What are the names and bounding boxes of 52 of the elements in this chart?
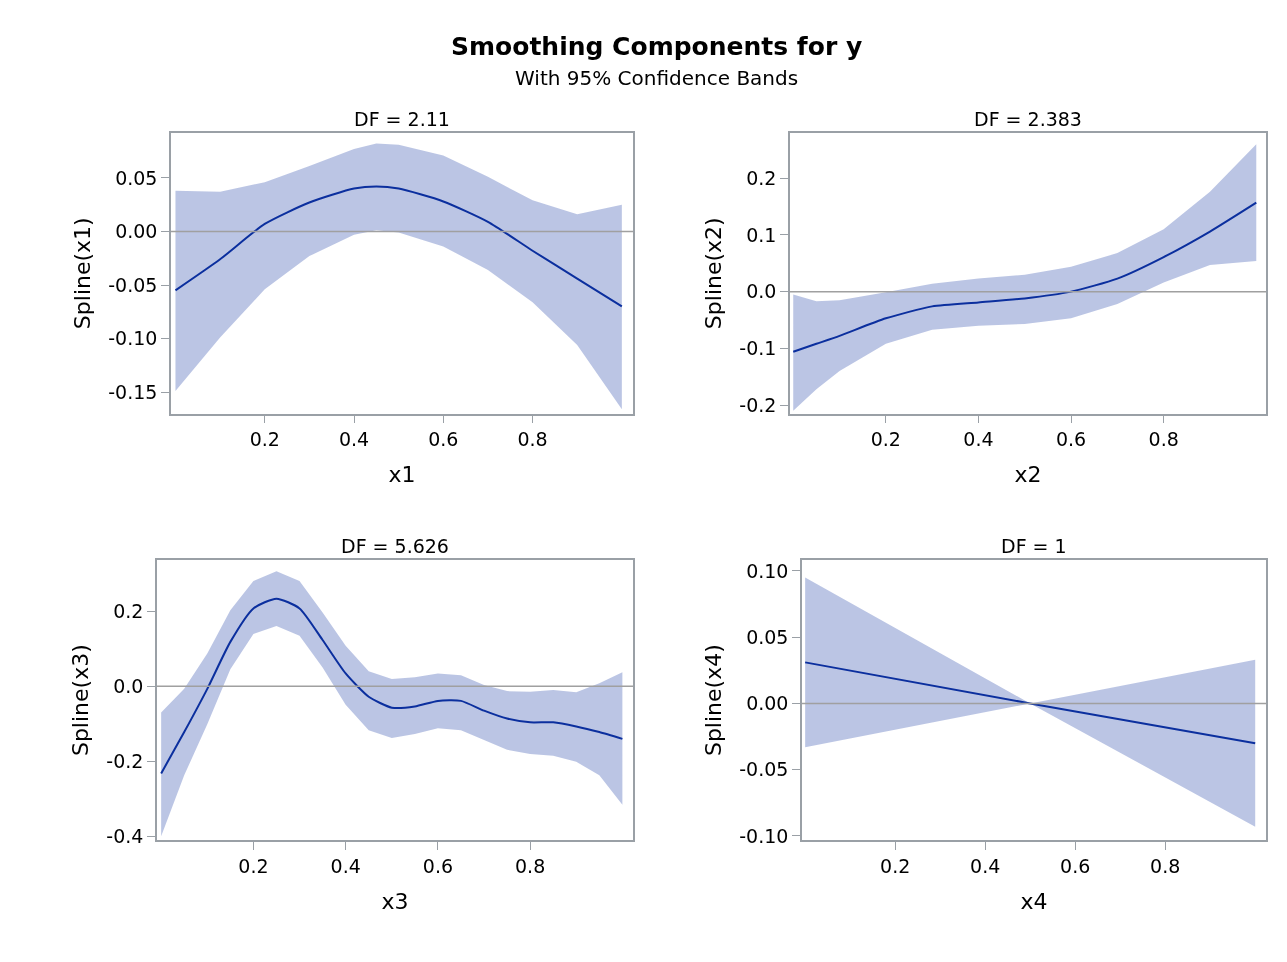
x-tick-label: 0.8 [1150, 854, 1181, 877]
y-tick-label: -0.2 [106, 750, 144, 773]
chart-title: DF = 1 [1001, 535, 1067, 557]
y-axis-title: Spline(x2) [700, 217, 726, 330]
y-axis-title: Spline(x4) [700, 644, 726, 757]
y-tick-label: 0.2 [113, 599, 144, 622]
y-tick-label: -0.05 [739, 758, 789, 781]
y-tick-label: -0.1 [739, 336, 777, 359]
y-tick-label: 0.0 [746, 280, 777, 303]
y-tick-label: -0.10 [739, 824, 789, 847]
x-tick-label: 0.6 [428, 428, 459, 451]
y-tick-label: 0.05 [115, 166, 158, 189]
y-tick-label: -0.2 [739, 393, 777, 416]
y-tick-label: 0.00 [746, 692, 789, 715]
text: Smoothing Components for y [451, 32, 863, 61]
y-tick-label: -0.15 [108, 380, 158, 403]
x-axis-title: x3 [381, 888, 409, 914]
y-tick-label: -0.10 [108, 327, 158, 350]
y-tick-label: 0.00 [115, 220, 158, 243]
x-tick-label: 0.2 [870, 428, 901, 451]
chart-title: DF = 5.626 [341, 535, 449, 557]
x-tick-label: 0.8 [515, 854, 546, 877]
x-tick-label: 0.8 [517, 428, 548, 451]
y-tick-label: 0.05 [746, 625, 789, 648]
x-tick-label: 0.2 [238, 854, 269, 877]
text: With 95% Confidence Bands [515, 66, 799, 90]
y-tick-label: 0.10 [746, 559, 789, 582]
x-tick-label: 0.6 [1060, 854, 1091, 877]
line-series [792, 201, 1258, 353]
x-axis-title: x4 [1020, 888, 1048, 914]
y-tick-label: 0.0 [113, 674, 144, 697]
y-tick-label: 0.2 [746, 166, 777, 189]
line-series [174, 185, 623, 308]
x-tick-label: 0.6 [1055, 428, 1087, 451]
x-tick-label: 0.4 [970, 854, 1001, 877]
y-tick-label: 0.1 [746, 223, 777, 246]
y-tick-label: -0.05 [108, 273, 158, 296]
x-tick-label: 0.4 [963, 428, 994, 451]
x-tick-label: 0.6 [422, 854, 454, 877]
x-axis-title: x1 [388, 462, 416, 488]
x-tick-label: 0.8 [1148, 428, 1179, 451]
x-tick-label: 0.4 [338, 428, 370, 451]
x-axis-title: x2 [1014, 462, 1042, 488]
line-series [160, 597, 624, 775]
x-tick-label: 0.2 [249, 428, 280, 451]
chart-title: DF = 2.383 [974, 108, 1082, 130]
chart-title: DF = 2.11 [354, 108, 450, 130]
y-axis-title: Spline(x3) [67, 644, 93, 757]
y-axis-title: Spline(x1) [69, 217, 95, 330]
x-tick-label: 0.4 [330, 854, 361, 877]
x-tick-label: 0.2 [880, 854, 911, 877]
y-tick-label: -0.4 [106, 825, 144, 848]
